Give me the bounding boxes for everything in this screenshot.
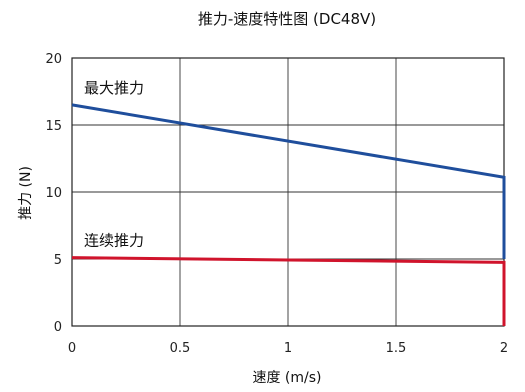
x-tick-label: 1.5 — [386, 341, 407, 356]
x-axis-title: 速度 (m/s) — [252, 370, 321, 386]
series-line-continuous-thrust — [71, 256, 506, 326]
y-tick-label: 0 — [54, 320, 62, 335]
x-tick-label: 1 — [284, 341, 292, 356]
y-tick-label: 15 — [45, 119, 62, 134]
y-tick-label: 10 — [45, 186, 62, 201]
y-tick-label: 20 — [45, 52, 62, 67]
series-line-max-thrust — [71, 103, 506, 259]
y-tick-label: 5 — [54, 253, 62, 268]
x-axis-ticks: 0 0.5 1 1.5 2 — [68, 341, 508, 356]
x-tick-label: 2 — [500, 341, 508, 356]
chart-title: 推力-速度特性图 (DC48V) — [198, 10, 376, 28]
x-tick-label: 0.5 — [170, 341, 191, 356]
y-axis-title: 推力 (N) — [18, 166, 34, 220]
grid — [72, 58, 504, 326]
series-label-continuous-thrust: 连续推力 — [84, 232, 144, 250]
y-axis-ticks: 0 5 10 15 20 — [45, 52, 62, 335]
series-layer — [71, 103, 506, 326]
x-tick-label: 0 — [68, 341, 76, 356]
series-label-max-thrust: 最大推力 — [84, 79, 144, 97]
